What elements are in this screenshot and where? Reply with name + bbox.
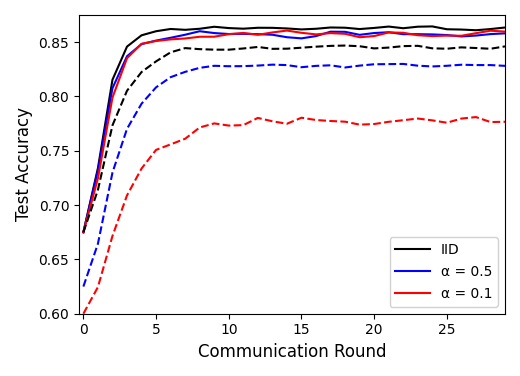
- Y-axis label: Test Accuracy: Test Accuracy: [15, 108, 33, 221]
- Legend: IID, α = 0.5, α = 0.1: IID, α = 0.5, α = 0.1: [389, 237, 498, 307]
- X-axis label: Communication Round: Communication Round: [198, 343, 386, 361]
